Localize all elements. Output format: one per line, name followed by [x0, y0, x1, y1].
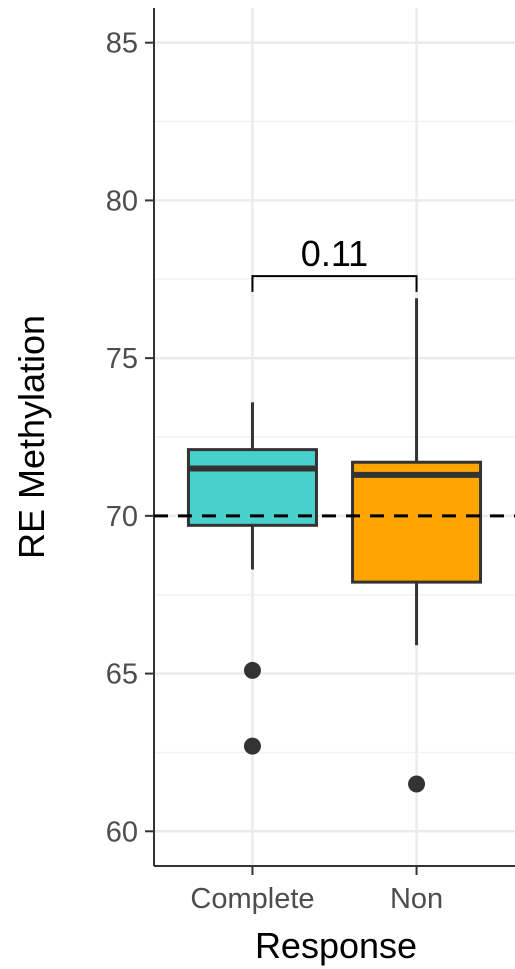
outlier-point: [243, 737, 261, 755]
boxes: [186, 298, 483, 793]
y-tick-label: 80: [106, 185, 138, 217]
outlier-point: [243, 661, 261, 679]
outlier-point: [408, 775, 426, 793]
x-tick-label: Complete: [190, 883, 314, 915]
y-axis-title: RE Methylation: [11, 315, 52, 559]
y-tick-label: 60: [106, 816, 138, 848]
x-tick-label: Non: [390, 883, 443, 915]
annotations: 0.11: [154, 233, 515, 518]
box-non: [351, 298, 483, 793]
p-value-label: 0.11: [301, 233, 368, 274]
box-complete: [186, 402, 318, 755]
box-body: [351, 460, 483, 584]
box-body: [186, 448, 318, 527]
y-axis: 60 65 70 75 80 85: [106, 8, 155, 866]
x-axis: Complete Non: [154, 865, 515, 915]
y-tick-label: 65: [106, 659, 138, 691]
y-tick-label: 70: [106, 501, 138, 533]
y-tick-label: 85: [106, 28, 138, 60]
x-axis-title: Response: [255, 925, 417, 966]
y-tick-label: 75: [106, 343, 138, 375]
comparison-bracket: [251, 275, 418, 292]
